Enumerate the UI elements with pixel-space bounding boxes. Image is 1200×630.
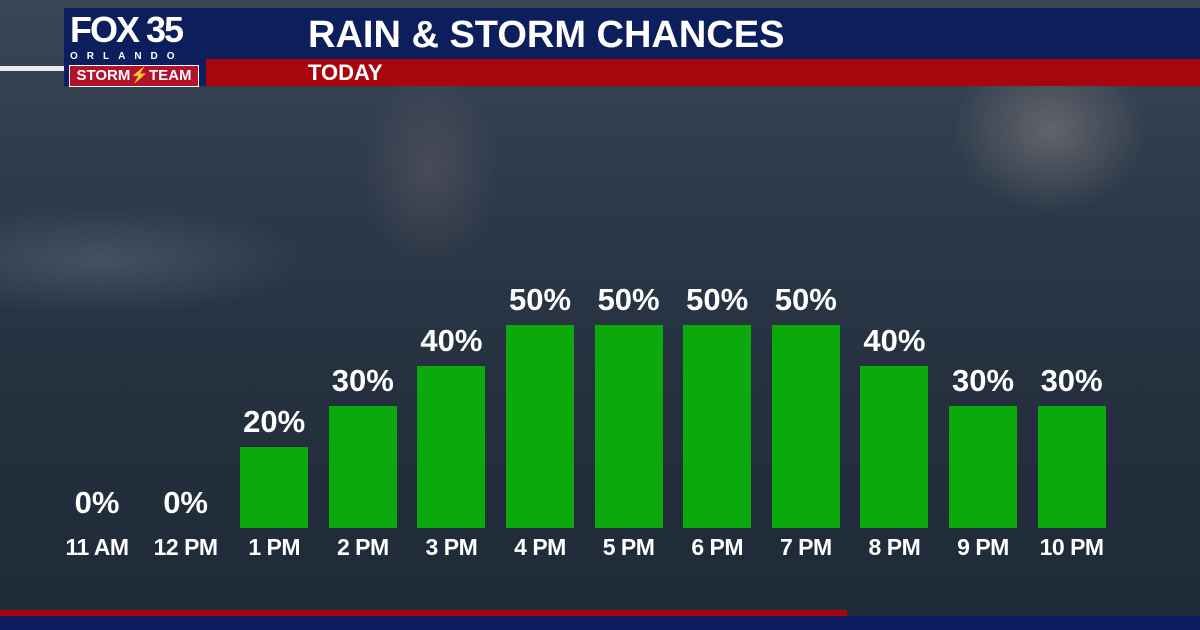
time-label: 10 PM (1039, 534, 1104, 560)
value-label: 50% (508, 282, 572, 317)
time-label: 7 PM (779, 534, 832, 560)
footer-bar (0, 616, 1200, 630)
value-label: 40% (420, 322, 483, 358)
bar-2 (240, 446, 309, 528)
title-bar: RAIN & STORM CHANCES (206, 8, 1200, 59)
fox35-logo: FOX 35 ORLANDO STORM⚡TEAM (64, 8, 206, 87)
logo-city: ORLANDO (70, 51, 184, 62)
value-label: 30% (951, 363, 1015, 399)
page-subtitle: TODAY (308, 60, 383, 85)
time-label: 11 AM (65, 534, 129, 560)
time-label: 1 PM (248, 534, 301, 560)
bar-6 (594, 325, 663, 528)
value-label: 30% (331, 363, 394, 399)
footer-red-line (0, 610, 847, 616)
value-label: 30% (1040, 363, 1103, 399)
value-label: 50% (686, 282, 749, 317)
time-label: 6 PM (691, 534, 744, 560)
value-label: 40% (863, 322, 926, 358)
time-label: 12 PM (153, 534, 218, 560)
bar-11 (1037, 406, 1106, 528)
bar-8 (771, 325, 840, 528)
bar-10 (949, 406, 1017, 528)
bar-5 (506, 325, 574, 528)
value-label: 50% (774, 282, 837, 317)
time-label: 2 PM (336, 534, 389, 560)
value-label: 0% (163, 485, 208, 520)
logo-team: STORM⚡TEAM (69, 65, 199, 87)
logo-brand: FOX 35 (70, 9, 184, 50)
time-label: 9 PM (957, 534, 1009, 560)
bar-4 (417, 365, 486, 528)
page-title: RAIN & STORM CHANCES (308, 14, 785, 56)
time-label: 5 PM (602, 534, 655, 560)
value-label: 0% (74, 485, 120, 520)
time-label: 3 PM (425, 534, 478, 560)
decor-line (0, 66, 64, 71)
bar-7 (683, 325, 752, 528)
value-label: 20% (243, 403, 306, 439)
value-label: 50% (597, 282, 660, 317)
subtitle-bar: TODAY (206, 59, 1200, 86)
bar-3 (328, 406, 397, 528)
time-label: 4 PM (514, 534, 566, 560)
bar-9 (860, 365, 929, 528)
time-label: 8 PM (868, 534, 921, 560)
